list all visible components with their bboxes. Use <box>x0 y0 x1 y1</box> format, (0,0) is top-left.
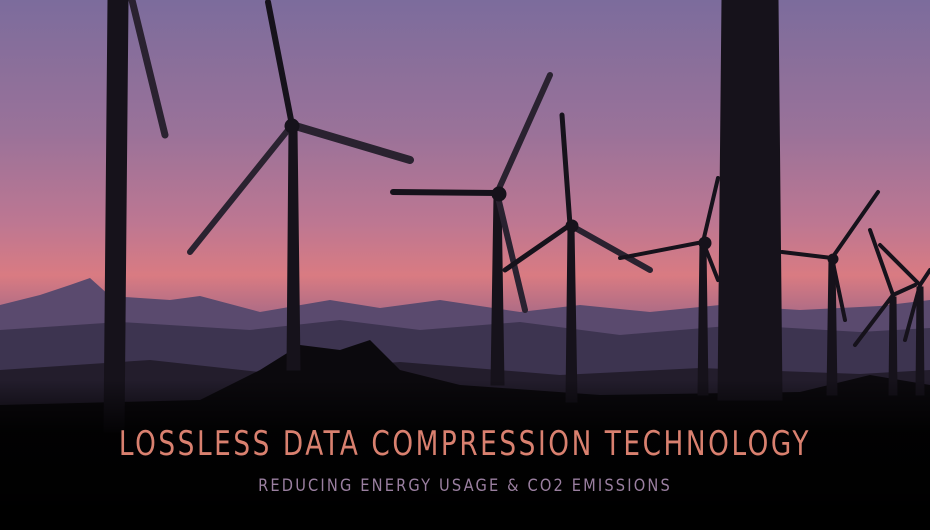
turbine-4 <box>502 112 653 403</box>
turbine-3 <box>390 72 553 386</box>
text-backdrop <box>0 380 930 530</box>
banner-subtitle: REDUCING ENERGY USAGE & CO2 EMISSIONS <box>258 476 672 496</box>
turbine-8 <box>853 228 917 396</box>
turbine-6-tower <box>717 0 783 401</box>
turbine-1 <box>103 0 129 433</box>
banner-title: LOSSLESS DATA COMPRESSION TECHNOLOGY <box>118 424 812 464</box>
turbine-2 <box>187 0 414 371</box>
turbine-9 <box>878 243 930 396</box>
turbine-7 <box>780 190 880 396</box>
